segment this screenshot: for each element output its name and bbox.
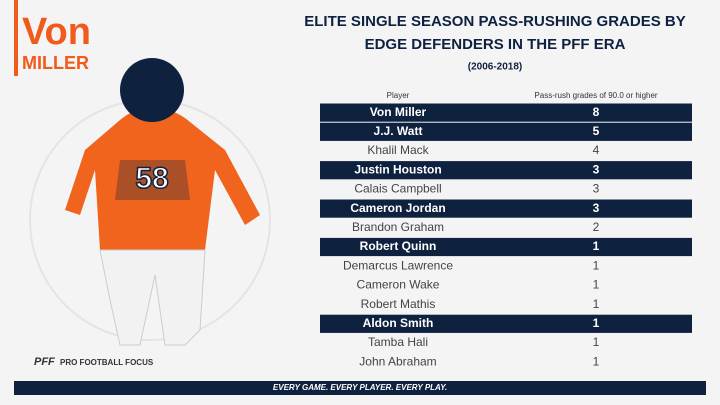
grade-count: 3 [593, 162, 600, 176]
row-highlight [320, 161, 692, 180]
grade-count: 1 [593, 278, 600, 292]
row-highlight [320, 122, 692, 141]
title-line: EDGE DEFENDERS IN THE PFF ERA [365, 36, 626, 53]
grade-count: 1 [593, 354, 600, 368]
logo-mark: PFF [34, 356, 55, 368]
grade-count: 4 [593, 143, 600, 157]
jersey-number: 58 [135, 162, 168, 195]
player-name: Von Miller [370, 105, 427, 119]
player-name: Cameron Jordan [350, 201, 445, 215]
column-header: Pass-rush grades of 90.0 or higher [534, 91, 658, 100]
grade-count: 3 [593, 182, 600, 196]
grade-count: 8 [593, 105, 600, 119]
player-name: Khalil Mack [367, 143, 429, 157]
player-figure: 58 [65, 58, 260, 346]
tagline: EVERY GAME. EVERY PLAYER. EVERY PLAY. [273, 383, 447, 392]
row-highlight [320, 237, 692, 257]
player-name: John Abraham [359, 354, 436, 368]
last-name: MILLER [22, 53, 89, 73]
accent-bar [14, 0, 18, 76]
row-highlight [320, 199, 692, 218]
player-name: J.J. Watt [374, 124, 423, 138]
grade-count: 1 [593, 297, 600, 311]
player-name: Justin Houston [354, 162, 441, 176]
grade-count: 3 [593, 201, 600, 215]
logo-text: PRO FOOTBALL FOCUS [60, 358, 154, 367]
player-name: Calais Campbell [354, 182, 441, 196]
first-name: Von [22, 11, 91, 53]
grade-count: 1 [593, 239, 600, 253]
player-name: Brandon Graham [352, 220, 444, 234]
grade-count: 5 [593, 124, 600, 138]
subtitle: (2006-2018) [468, 62, 522, 73]
grade-count: 1 [593, 258, 600, 272]
column-header: Player [387, 91, 410, 100]
row-highlight [320, 103, 692, 122]
grade-count: 2 [593, 220, 600, 234]
player-name: Demarcus Lawrence [343, 258, 453, 272]
player-name: Robert Quinn [360, 239, 437, 253]
title-line: ELITE SINGLE SEASON PASS-RUSHING GRADES … [304, 13, 685, 30]
player-name: Robert Mathis [361, 297, 436, 311]
footer-bar [14, 381, 706, 395]
grade-count: 1 [593, 335, 600, 349]
grade-count: 1 [593, 316, 600, 330]
row-highlight [320, 314, 692, 333]
player-name: Aldon Smith [363, 316, 434, 330]
player-name: Cameron Wake [357, 278, 440, 292]
player-name: Tamba Hali [368, 335, 428, 349]
